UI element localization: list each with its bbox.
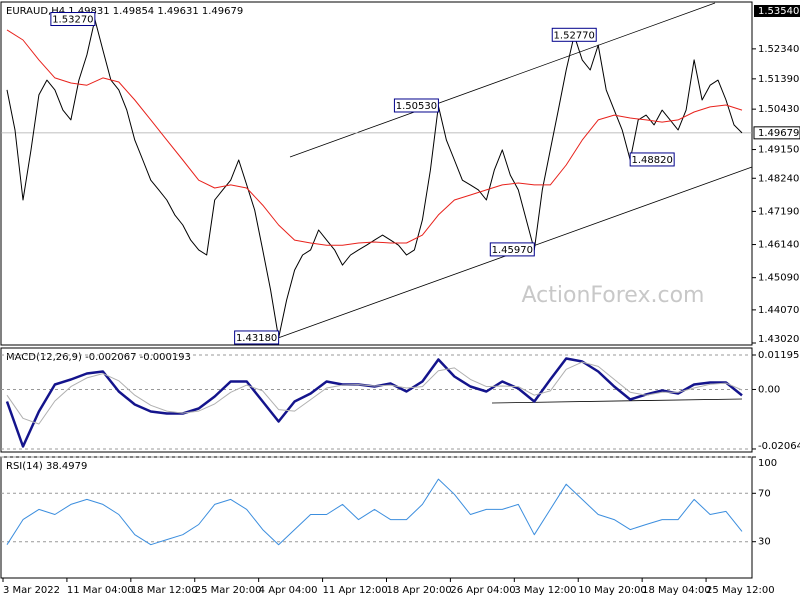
y-tick-label: 30	[758, 537, 771, 548]
panel-border	[0, 1, 753, 346]
x-tick-label: 4 Apr 04:00	[259, 585, 318, 596]
y-tick-label: 0.011958	[758, 350, 800, 361]
y-tick-label: 1.51390	[758, 74, 799, 85]
y-tick-label: 100	[758, 458, 777, 469]
x-tick-label: 11 Apr 12:00	[323, 585, 388, 596]
y-tick-label: 1.45090	[758, 273, 799, 284]
watermark: ActionForex.com	[522, 283, 705, 308]
x-tick-label: 18 Apr 20:00	[386, 585, 451, 596]
panel-border	[0, 456, 753, 579]
series-line	[6, 478, 743, 546]
y-tick-label: -0.020649	[758, 441, 800, 452]
annotation-label: 1.45970	[492, 245, 533, 256]
annotation-label: 1.48820	[631, 155, 672, 166]
series-line	[6, 361, 743, 425]
high-label-box	[754, 4, 800, 17]
x-tick-label: 11 Mar 04:00	[67, 585, 134, 596]
x-tick-label: 3 Mar 2022	[3, 585, 60, 596]
annotation-box	[629, 152, 675, 167]
last-price-label: 1.49679	[758, 128, 799, 139]
annotation-box	[50, 12, 96, 27]
y-tick-label: 1.50430	[758, 104, 799, 115]
y-tick-label: 1.48240	[758, 173, 799, 184]
x-tick-label: 25 May 12:00	[706, 585, 775, 596]
y-tick-label: 1.44070	[758, 305, 799, 316]
y-tick-label: 1.52340	[758, 44, 799, 55]
high-label: 1.53540	[758, 6, 799, 17]
annotation-label: 1.43180	[236, 333, 277, 344]
y-tick-label: 0.00	[758, 384, 780, 395]
annotation-box	[489, 242, 535, 257]
annotation-box	[551, 27, 597, 42]
annotation-box	[393, 98, 439, 113]
x-tick-label: 18 May 04:00	[642, 585, 711, 596]
y-tick-label: 1.47190	[758, 206, 799, 217]
x-tick-label: 10 May 20:00	[578, 585, 647, 596]
y-tick-label: 1.46140	[758, 240, 799, 251]
panel-title: MACD(12,26,9) -0.002067 -0.000193	[6, 352, 191, 363]
series-line	[6, 19, 743, 339]
annotation-label: 1.52770	[554, 30, 595, 41]
x-tick-label: 26 Apr 04:00	[450, 585, 515, 596]
annotation-label: 1.53270	[52, 15, 93, 26]
series-line	[5, 357, 743, 448]
series-line	[6, 29, 743, 246]
x-tick-label: 18 Mar 12:00	[131, 585, 198, 596]
panel-title: EURAUD,H4 1.49831 1.49854 1.49631 1.4967…	[6, 6, 243, 17]
x-tick-label: 25 Mar 20:00	[195, 585, 262, 596]
last-price-box	[753, 126, 800, 140]
annotation-label: 1.50530	[396, 101, 437, 112]
y-tick-label: 1.43020	[758, 334, 799, 345]
y-tick-label: 1.49150	[758, 145, 799, 156]
annotation-box	[234, 330, 280, 345]
y-tick-label: 70	[758, 488, 771, 499]
panel-title: RSI(14) 38.4979	[6, 461, 87, 472]
x-tick-label: 3 May 12:00	[514, 585, 576, 596]
panel-border	[0, 347, 753, 453]
channel-line	[289, 2, 716, 158]
